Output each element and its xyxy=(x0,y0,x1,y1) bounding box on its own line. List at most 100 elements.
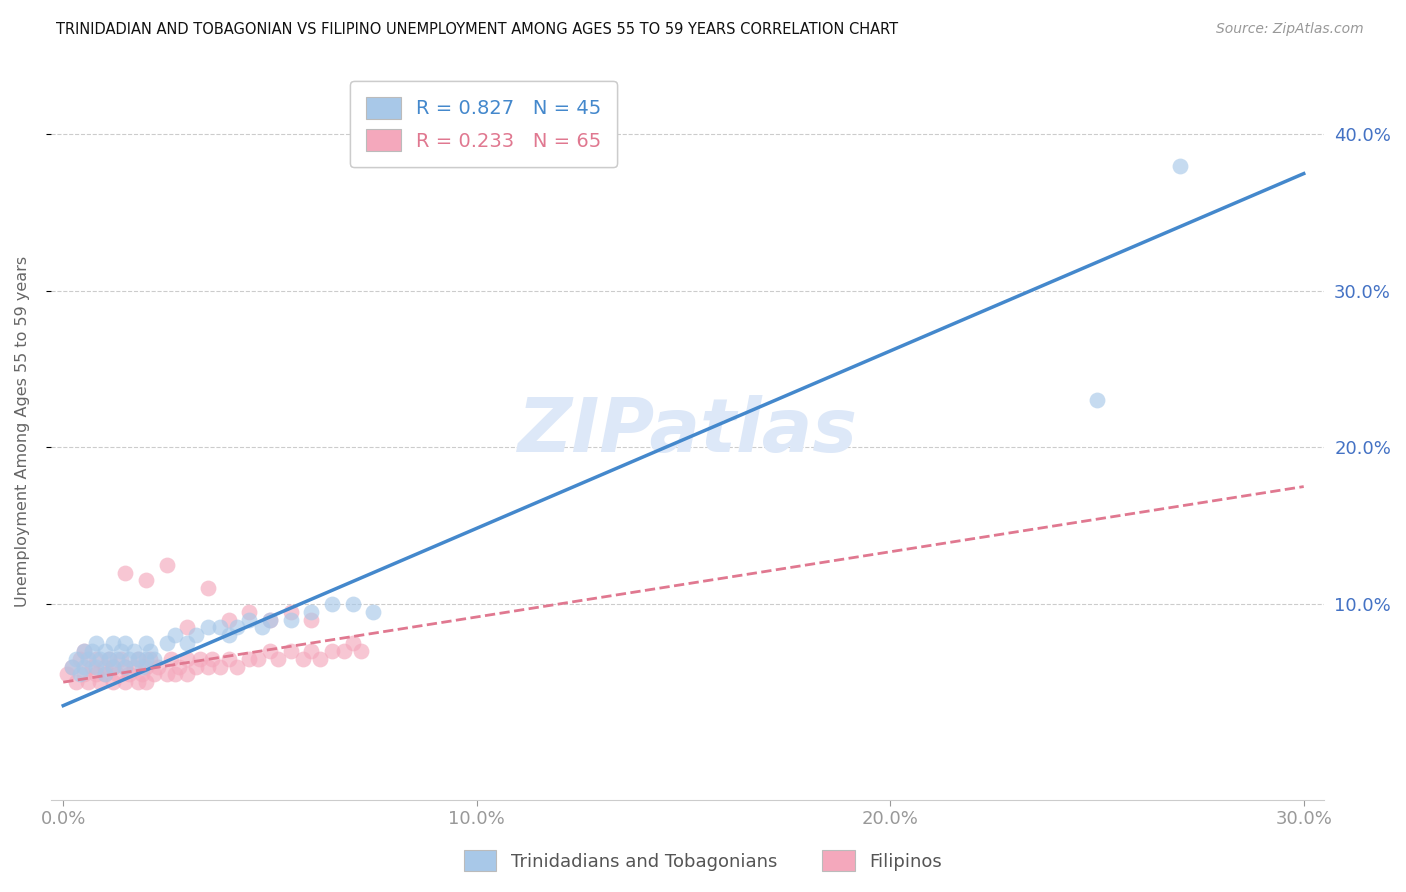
Point xyxy=(131,667,153,681)
Point xyxy=(250,620,273,634)
Text: Source: ZipAtlas.com: Source: ZipAtlas.com xyxy=(1216,22,1364,37)
Point xyxy=(93,667,115,681)
Point xyxy=(101,659,124,673)
Point xyxy=(308,651,330,665)
Point xyxy=(86,636,108,650)
Point xyxy=(73,644,96,658)
Point xyxy=(218,628,240,642)
Point xyxy=(73,667,96,681)
Point xyxy=(86,659,108,673)
Point xyxy=(1168,159,1191,173)
Text: TRINIDADIAN AND TOBAGONIAN VS FILIPINO UNEMPLOYMENT AMONG AGES 55 TO 59 YEARS CO: TRINIDADIAN AND TOBAGONIAN VS FILIPINO U… xyxy=(56,22,898,37)
Point xyxy=(86,651,108,665)
Point xyxy=(135,659,157,673)
Point xyxy=(209,620,232,634)
Point xyxy=(209,659,232,673)
Point xyxy=(238,605,260,619)
Point xyxy=(163,667,186,681)
Point xyxy=(197,581,219,595)
Point xyxy=(184,659,207,673)
Point xyxy=(56,667,79,681)
Point xyxy=(93,659,115,673)
Point xyxy=(139,651,162,665)
Point xyxy=(163,628,186,642)
Point xyxy=(225,659,247,673)
Point xyxy=(292,651,315,665)
Legend: Trinidadians and Tobagonians, Filipinos: Trinidadians and Tobagonians, Filipinos xyxy=(457,843,949,879)
Point xyxy=(342,636,364,650)
Point xyxy=(143,651,166,665)
Point xyxy=(114,659,136,673)
Point xyxy=(148,659,170,673)
Point xyxy=(101,675,124,690)
Point xyxy=(89,651,111,665)
Point xyxy=(118,651,141,665)
Point xyxy=(188,651,211,665)
Point xyxy=(321,644,343,658)
Point xyxy=(218,651,240,665)
Point xyxy=(82,644,104,658)
Point xyxy=(342,597,364,611)
Text: ZIPatlas: ZIPatlas xyxy=(517,395,858,468)
Point xyxy=(159,651,181,665)
Point xyxy=(259,613,281,627)
Point xyxy=(135,675,157,690)
Point xyxy=(176,620,198,634)
Point xyxy=(259,613,281,627)
Point xyxy=(69,667,91,681)
Point xyxy=(299,644,322,658)
Point xyxy=(321,597,343,611)
Point xyxy=(225,620,247,634)
Point xyxy=(139,644,162,658)
Point xyxy=(97,651,120,665)
Point xyxy=(114,659,136,673)
Point xyxy=(201,651,224,665)
Point xyxy=(299,605,322,619)
Point xyxy=(105,651,128,665)
Point xyxy=(167,659,190,673)
Point xyxy=(267,651,290,665)
Point xyxy=(65,675,87,690)
Point xyxy=(238,651,260,665)
Y-axis label: Unemployment Among Ages 55 to 59 years: Unemployment Among Ages 55 to 59 years xyxy=(15,256,30,607)
Point xyxy=(299,613,322,627)
Point xyxy=(114,636,136,650)
Point xyxy=(65,651,87,665)
Point xyxy=(246,651,269,665)
Legend: R = 0.827   N = 45, R = 0.233   N = 65: R = 0.827 N = 45, R = 0.233 N = 65 xyxy=(350,81,617,167)
Point xyxy=(118,667,141,681)
Point xyxy=(93,667,115,681)
Point xyxy=(127,675,149,690)
Point xyxy=(93,644,115,658)
Point xyxy=(350,644,373,658)
Point xyxy=(333,644,356,658)
Point xyxy=(259,644,281,658)
Point xyxy=(135,651,157,665)
Point xyxy=(280,605,302,619)
Point xyxy=(280,644,302,658)
Point xyxy=(105,667,128,681)
Point xyxy=(122,659,145,673)
Point xyxy=(89,675,111,690)
Point xyxy=(69,651,91,665)
Point xyxy=(176,636,198,650)
Point xyxy=(110,644,132,658)
Point xyxy=(135,636,157,650)
Point xyxy=(77,651,100,665)
Point xyxy=(176,667,198,681)
Point xyxy=(60,659,83,673)
Point xyxy=(197,620,219,634)
Point xyxy=(184,628,207,642)
Point xyxy=(101,636,124,650)
Point xyxy=(82,659,104,673)
Point xyxy=(127,651,149,665)
Point xyxy=(114,566,136,580)
Point xyxy=(156,636,179,650)
Point xyxy=(363,605,385,619)
Point xyxy=(218,613,240,627)
Point xyxy=(86,667,108,681)
Point xyxy=(131,659,153,673)
Point xyxy=(176,651,198,665)
Point xyxy=(110,651,132,665)
Point xyxy=(77,675,100,690)
